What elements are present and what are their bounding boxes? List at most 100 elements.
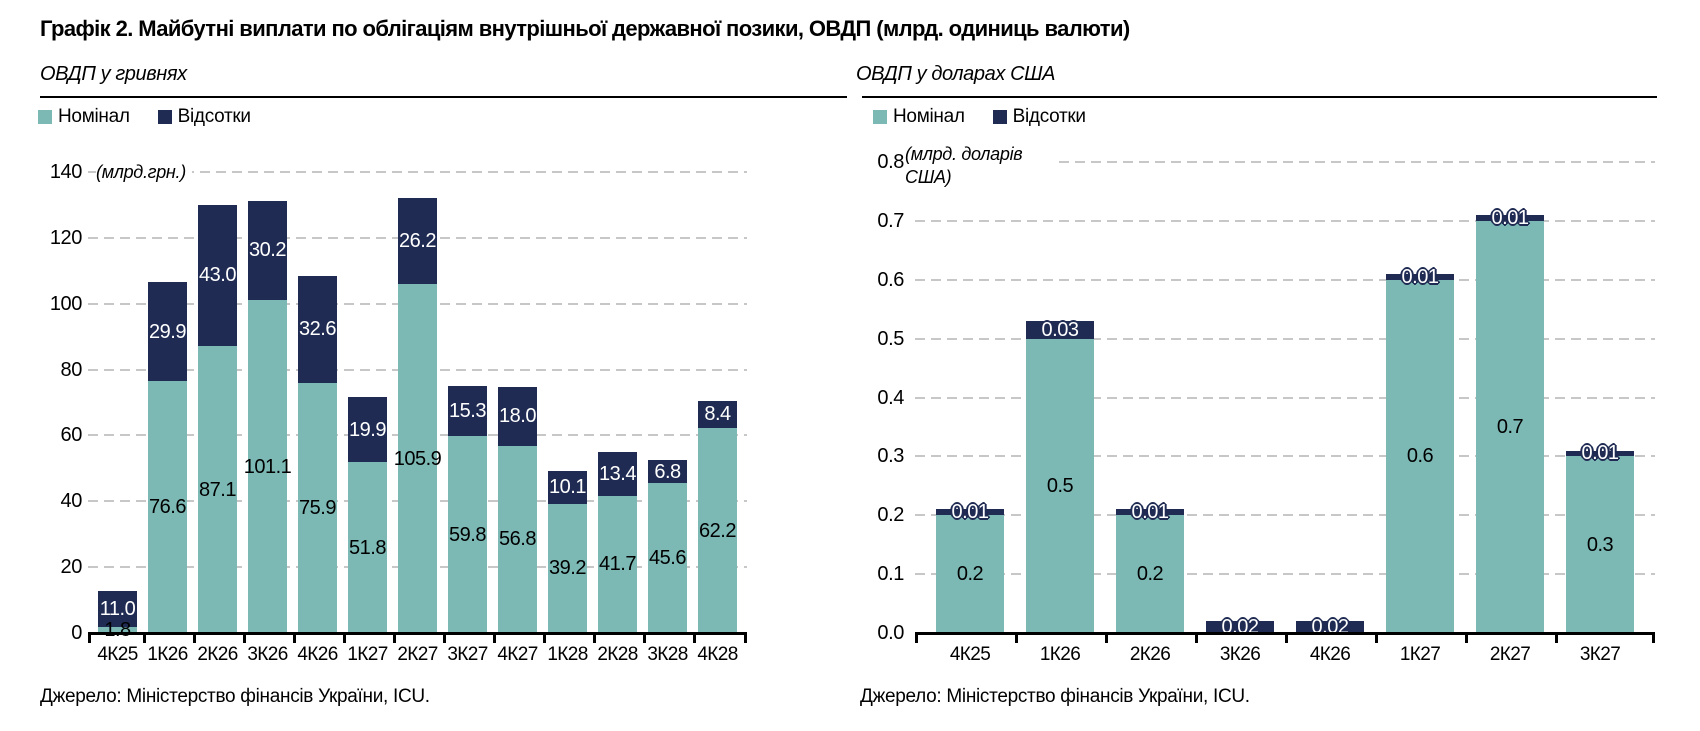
gridline [915,161,1655,163]
bar-value-label: 13.4 [599,462,636,485]
bar-value-label: 0.01 [951,501,989,524]
x-axis-tick [744,635,747,643]
legend-swatch-icon [992,110,1007,124]
y-axis-tick-label: 0 [71,622,82,644]
bar-value-label: 75.9 [299,497,336,520]
y-axis-tick-label: 0.4 [877,386,904,409]
y-axis-tick-label: 0.7 [877,209,904,232]
bar-value-label: 0.2 [956,563,984,586]
bar-stack: 0.3 0.01 [1566,443,1634,633]
bar-value-label: 0.01 [1131,501,1169,524]
bar-segment-nominal: 51.8 [348,462,387,633]
y-axis-tick-label: 60 [60,424,83,447]
bar-stack: 59.8 15.3 [448,385,487,633]
x-axis-category-label: 4К26 [297,644,338,665]
bar-value-label: 41.7 [599,553,636,576]
x-axis-tick [492,635,496,643]
chart-subtitle-uah: ОВДП у гривнях [40,63,187,85]
bar-segment-interest: 6.8 [648,460,687,483]
plot-area-usd: 0.2 0.01 4К25 0.5 0.03 1К26 0.2 0.01 2К26 0.02 3К2… [915,161,1655,665]
bar-stack: 0.6 0.01 [1386,267,1454,633]
bar-value-label: 0.01 [1581,442,1619,465]
bar-value-label: 15.3 [449,399,486,422]
x-axis-tick [592,635,596,643]
y-axis-tick-label: 40 [60,490,83,513]
bar-segment-interest: 15.3 [448,385,487,437]
x-axis-category-label: 1К27 [347,644,388,665]
y-axis-tick-label: 140 [49,161,83,183]
x-axis-category-label: 1К26 [147,644,188,665]
x-axis-category-label: 3К27 [1579,644,1621,665]
bar-segment-interest: 0.01 [936,502,1004,522]
bar-segment-interest: 43.0 [198,204,237,347]
y-axis-tick-label: 0.5 [877,327,904,350]
legend-label: Номінал [893,106,965,127]
legend-swatch-icon [38,110,52,124]
bar-value-label: 62.2 [699,519,736,542]
y-axis-tick-label: 0.0 [877,622,904,644]
bar-stack: 1.8 11.0 [98,590,137,640]
legend-label: Відсотки [1012,106,1086,127]
legend-swatch-icon [873,110,887,124]
x-axis-category-label: 2К26 [197,644,238,665]
bar-stack: 56.8 18.0 [498,386,537,633]
bar-value-label: 32.6 [299,318,336,341]
legend-label: Відсотки [177,106,251,127]
x-axis-tick [542,635,546,643]
bar-value-label: 51.8 [349,536,386,559]
bar-value-label: 1.8 [104,619,131,642]
bar-segment-interest: 0.03 [1026,320,1094,340]
bar-segment-nominal: 0.6 [1386,279,1454,633]
bar-stack: 0.2 0.01 [1116,502,1184,633]
x-axis-tick [1375,635,1378,643]
bar-segment-interest: 29.9 [148,282,187,381]
bar-value-label: 105.9 [393,447,442,470]
chart-subtitle-usd: ОВДП у доларах США [856,63,1056,85]
gridline [915,278,1655,281]
bar-stack: 39.2 10.1 [548,470,587,633]
bar-value-label: 87.1 [199,478,236,501]
y-axis-tick-label: 80 [60,358,83,381]
x-axis-category-label: 4К25 [949,644,991,665]
bar-segment-nominal: 41.7 [598,495,637,633]
gridline [915,219,1655,222]
bar-segment-nominal: 0.3 [1566,456,1634,633]
bar-value-label: 45.6 [649,546,686,569]
bar-value-label: 39.2 [549,557,586,580]
bar-value-label: 0.5 [1046,474,1074,497]
x-axis-line [88,632,747,635]
y-axis-tick-label: 0.8 [877,151,904,173]
x-axis-tick [442,635,446,643]
bar-segment-interest: 0.01 [1116,502,1184,522]
legend-uah: Номінал Відсотки [38,106,251,128]
gridline [915,573,1655,576]
bar-segment-nominal: 62.2 [698,428,737,633]
source-note: Джерело: Міністерство фінансів України, … [860,686,1250,707]
bar-stack: 0.7 0.01 [1476,208,1544,633]
x-axis-category-label: 3К28 [647,644,688,665]
bar-segment-interest: 0.01 [1476,208,1544,228]
bar-value-label: 0.01 [1491,206,1529,229]
y-axis-tick-label: 120 [49,226,83,249]
bar-value-label: 29.9 [149,320,186,343]
bar-value-label: 26.2 [399,230,436,253]
x-axis-category-label: 4К26 [1309,644,1351,665]
bar-stack: 0.2 0.01 [936,502,1004,633]
bar-stack: 75.9 32.6 [298,275,337,633]
x-axis-category-label: 2К27 [397,644,438,665]
bar-segment-interest: 26.2 [398,198,437,285]
legend-label: Номінал [58,106,130,127]
y-axis-unit-label: (млрд.грн.) [96,161,192,185]
bar-segment-interest: 32.6 [298,275,337,384]
y-axis-tick-label: 20 [60,556,83,579]
x-axis-tick [1285,635,1288,643]
bar-segment-interest: 0.01 [1566,443,1634,463]
bar-value-label: 0.2 [1136,563,1164,586]
bar-segment-interest: 8.4 [698,400,737,429]
x-axis-tick [915,635,918,643]
x-axis-tick [88,635,91,643]
x-axis-tick [242,635,246,643]
x-axis-category-label: 3К26 [1219,644,1261,665]
bar-segment-nominal: 45.6 [648,482,687,633]
x-axis-category-label: 4К28 [697,644,738,665]
